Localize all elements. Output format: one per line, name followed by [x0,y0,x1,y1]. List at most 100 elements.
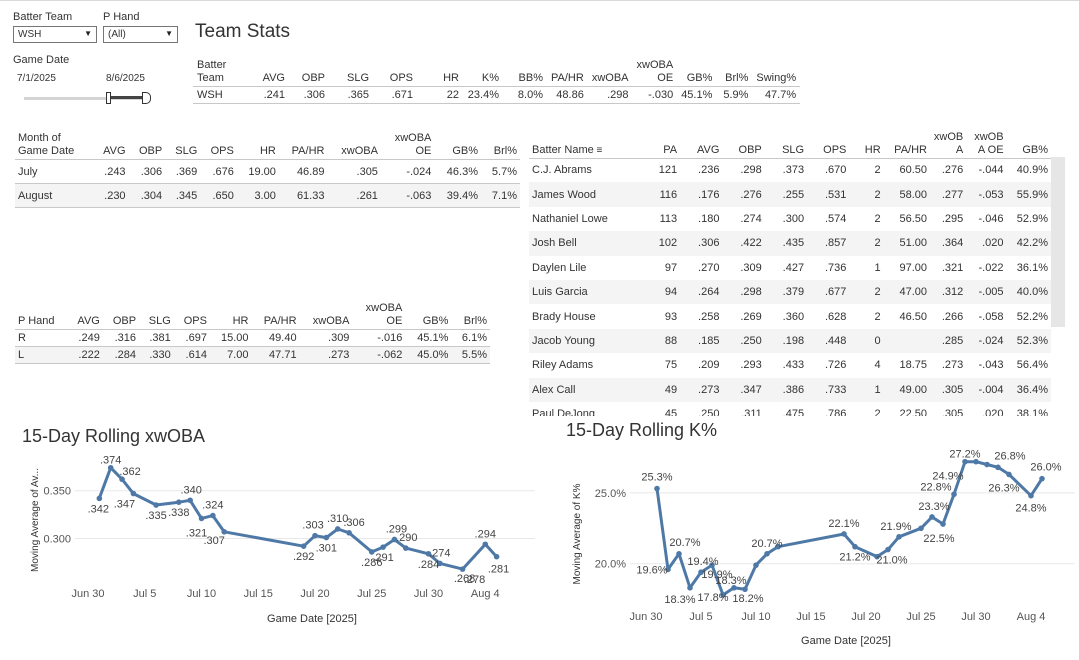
p-hand-select[interactable]: (All) ▼ [103,26,178,43]
column-header[interactable]: GB% [434,131,481,160]
column-header[interactable]: OBP [301,72,325,84]
table-row[interactable]: Nathaniel Lowe 113 .180 .274 .300 .574 2 56.50.… [529,207,1051,231]
column-header[interactable]: Month of Game Date [15,131,93,160]
data-point [918,525,924,532]
table-row[interactable]: July .243 .306 .369 .676 19.00 46.89 .305 -.024 4… [15,160,520,184]
column-header[interactable]: PA/HR [251,301,300,330]
table-cell: 56.4% [1016,359,1048,372]
data-point [698,569,704,576]
table-row[interactable]: C.J. Abrams 121 .236 .298 .373 .670 2 60.50 .276… [529,158,1051,182]
table-row[interactable]: Josh Bell 102 .306 .422 .435 .857 2 51.00 .364 .0… [529,231,1051,256]
column-header[interactable]: HR [209,301,252,330]
column-header[interactable]: GB% [1006,124,1051,159]
column-header[interactable]: GB% [686,72,713,84]
y-tick-label: 0.350 [43,486,71,498]
table-row[interactable]: Riley Adams 75 .209 .293 .433 .726 4 18.75 .273 -… [529,353,1051,377]
column-header[interactable]: Batter Name ≡ [529,124,650,159]
team-stats-title: Team Stats [195,21,291,42]
table-cell: 38.1% [1016,408,1048,416]
column-header[interactable]: Swing% [756,72,797,84]
column-header[interactable]: OPS [173,301,210,330]
table-cell: Josh Bell [532,237,577,250]
column-header[interactable]: AVG [680,124,723,159]
table-cell: .284 [114,349,137,361]
column-header[interactable]: xwOB A OE [966,124,1007,159]
data-label: 20.7% [669,537,700,549]
data-label: 18.3% [715,575,746,587]
column-header[interactable]: OBP [128,131,166,160]
batter-table-scrollbar[interactable] [1051,157,1065,327]
column-header[interactable]: xwOBA OE [636,59,674,84]
column-header[interactable]: xwOBA [299,301,353,330]
column-header[interactable]: HR [443,72,459,84]
table-cell: -.024 [406,165,432,178]
column-header[interactable]: HR [849,124,884,159]
table-row[interactable]: WSH .241 .306 .365 .671 22 23.4% 8.0% 48.86 .298 -… [193,86,801,104]
p-hand-label: P Hand [103,11,140,23]
table-row[interactable]: L .222 .284 .330 .614 7.00 47.71 .273 -.062 45.0%… [15,346,490,364]
x-axis-title: Game Date [2025] [267,613,357,625]
table-row[interactable]: Paul DeJong 45 .250 .311 .475 .786 2 22.50 .305.… [529,402,1051,416]
date-slider-handle-right[interactable] [142,92,151,104]
column-header[interactable]: OBP [102,301,140,330]
table-row[interactable]: Jacob Young 88 .185 .250 .198 .448 0 .285 -.024 5… [529,328,1051,354]
column-header[interactable]: xwOBA OE [352,301,406,330]
column-header[interactable]: Brl% [725,72,749,84]
table-cell: .305 [941,383,964,396]
column-header[interactable]: OPS [200,131,237,160]
sort-desc-icon[interactable]: ≡ [593,144,603,156]
column-header[interactable]: Brl% [451,301,490,330]
column-header[interactable]: xwOBA [327,131,381,160]
data-point [1006,471,1012,478]
column-header[interactable]: OBP [722,124,765,159]
column-header[interactable]: SLG [346,72,369,84]
column-header[interactable]: PA [649,124,681,159]
table-row[interactable]: August .230 .304 .345 .650 3.00 61.33 .261 -.063… [15,183,520,208]
column-header[interactable]: PA/HR [883,124,930,159]
data-point [210,512,216,519]
column-header[interactable]: BB% [518,72,543,84]
data-label: .299 [386,523,407,535]
data-point [874,553,880,560]
data-point [482,541,489,548]
table-cell: .311 [741,408,762,416]
column-header[interactable]: SLG [764,124,808,159]
table-row[interactable]: Alex Call 49 .273 .347 .386 .733 1 49.00 .305 -.0… [529,377,1051,402]
column-header[interactable]: xwOBA OE [380,131,435,160]
table-cell: .475 [782,408,805,416]
column-header[interactable]: GB% [405,301,452,330]
table-row[interactable]: R .249 .316 .381 .697 15.00 49.40 .309 -.016 45.1… [15,330,490,347]
column-header[interactable]: Batter Team [197,59,227,84]
table-cell: 52.3% [1016,334,1048,347]
date-slider-track[interactable] [24,97,148,100]
batter-team-select[interactable]: WSH ▼ [13,26,97,43]
table-row[interactable]: Luis Garcia 94 .264 .298 .379 .677 2 47.00 .312 -… [529,279,1051,305]
table-cell: 22.50 [899,408,927,416]
column-header[interactable]: PA/HR [278,131,328,160]
column-header[interactable]: OPS [807,124,850,159]
column-header[interactable]: SLG [139,301,174,330]
column-header[interactable]: OPS [389,72,413,84]
date-slider-handle-left[interactable] [106,92,111,104]
column-header[interactable]: AVG [67,301,103,330]
table-row[interactable]: Brady House 93 .258 .269 .360 .628 2 46.50 .266 -… [529,304,1051,328]
table-cell: .364 [941,237,964,250]
column-header[interactable]: Brl% [481,131,520,160]
column-header[interactable]: HR [236,131,279,160]
column-header[interactable]: K% [481,72,499,84]
table-cell: Jacob Young [532,334,596,347]
column-header[interactable]: SLG [165,131,201,160]
table-row[interactable]: James Wood 116 .176 .276 .255 .531 2 58.00 .277 -… [529,182,1051,207]
table-row[interactable]: Daylen Lile 97 .270 .309 .427 .736 1 97.00 .321 -… [529,256,1051,280]
data-label: 18.2% [732,593,763,605]
column-header[interactable]: AVG [92,131,129,160]
data-point [973,458,979,465]
table-cell: 45.1% [681,89,713,101]
table-cell: .276 [740,188,762,201]
column-header[interactable]: PA/HR [551,72,584,84]
column-header[interactable]: xwOBA [591,72,629,84]
column-header[interactable]: P Hand [15,301,68,330]
column-header[interactable]: AVG [262,72,285,84]
